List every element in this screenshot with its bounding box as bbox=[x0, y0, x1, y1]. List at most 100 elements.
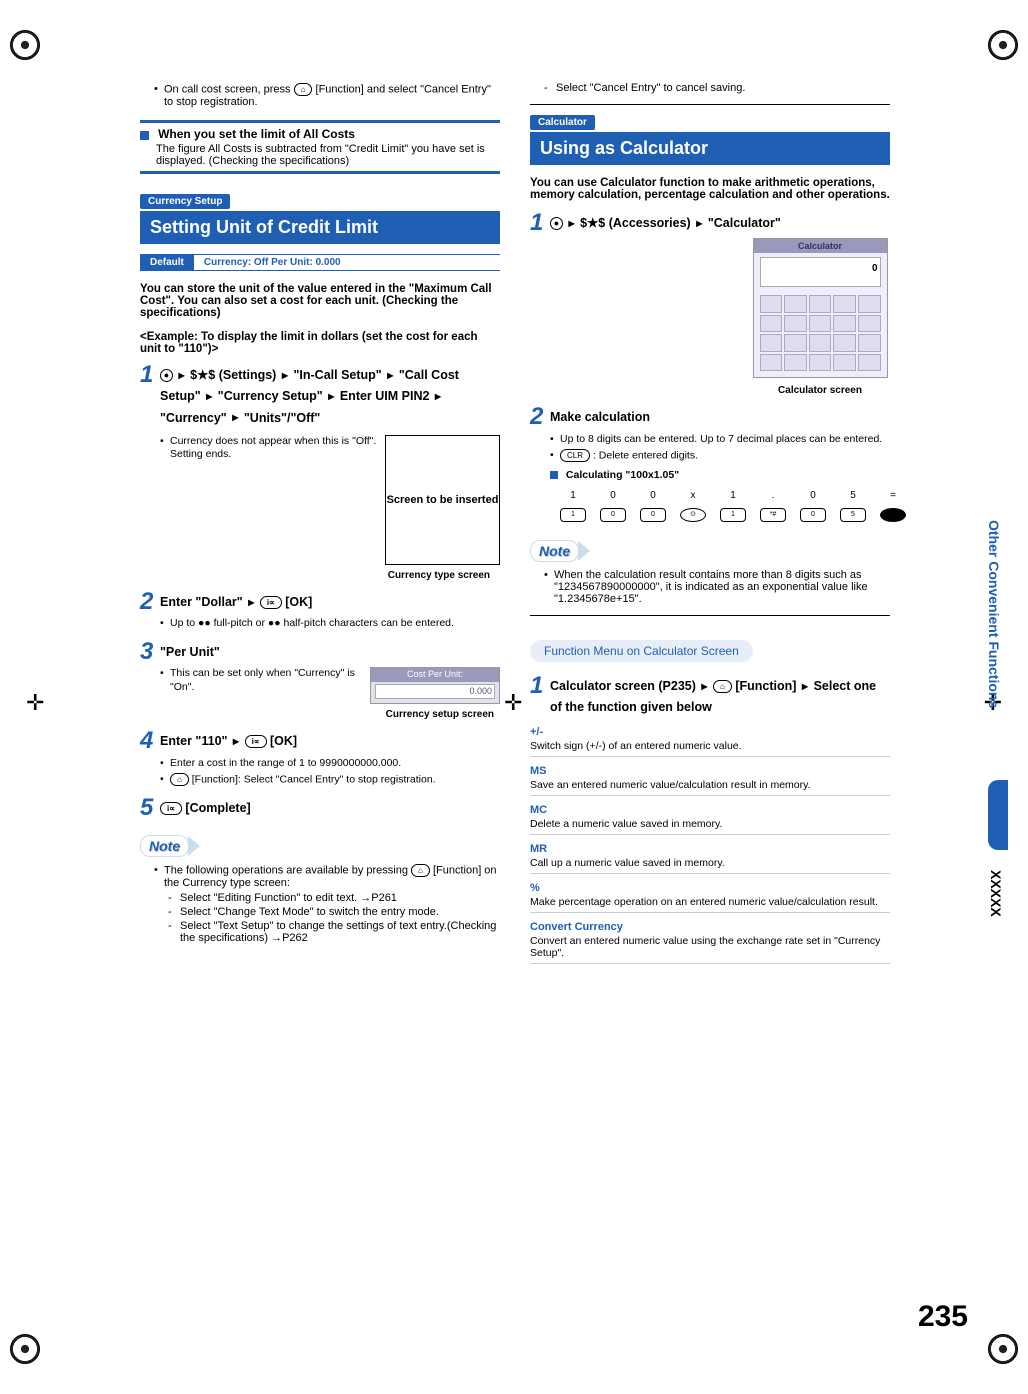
side-chapter-label: Other Convenient Functions bbox=[986, 520, 1002, 708]
step-body: Enter "Dollar" i∝ [OK] • Up to ●● full-p… bbox=[160, 592, 500, 634]
step-number: 1 bbox=[530, 213, 550, 399]
function-key-icon: ⌂ bbox=[294, 83, 313, 96]
arrow-icon bbox=[433, 389, 443, 403]
key-label: 1 bbox=[560, 489, 586, 502]
complete-key-icon: i∝ bbox=[160, 802, 182, 815]
phone-key-icon: 5 bbox=[840, 508, 866, 522]
text: On call cost screen, press bbox=[164, 83, 294, 95]
calc-example-title-row: Calculating "100x1.05" bbox=[550, 469, 906, 483]
center-key-icon: ● bbox=[550, 217, 563, 230]
function-key-icon: ⌂ bbox=[411, 864, 430, 877]
step-number: 1 bbox=[140, 365, 160, 584]
text: The following operations are available b… bbox=[164, 864, 500, 889]
figure-caption: Currency setup screen bbox=[160, 706, 494, 723]
divider bbox=[530, 912, 890, 913]
divider bbox=[530, 756, 890, 757]
bullet-item: • Up to 8 digits can be entered. Up to 7… bbox=[550, 433, 906, 447]
step-body: i∝ [Complete] bbox=[160, 798, 500, 819]
cost-screenshot-value: 0.000 bbox=[375, 684, 495, 700]
ok-key-icon: i∝ bbox=[245, 735, 267, 748]
step-body: Calculator screen (P235) ⌂ [Function] Se… bbox=[550, 676, 890, 719]
cost-screenshot: Cost Per Unit: 0.000 bbox=[370, 667, 500, 704]
intro-text: You can use Calculator function to make … bbox=[530, 177, 890, 201]
key-label: . bbox=[760, 489, 786, 502]
step-number: 4 bbox=[140, 731, 160, 790]
bullet-dot: • bbox=[160, 435, 170, 462]
step-sub: Cost Per Unit: 0.000 • This can be set o… bbox=[160, 667, 500, 704]
step-3: 3 "Per Unit" Cost Per Unit: 0.000 • This… bbox=[140, 642, 500, 724]
text: Select "Cancel Entry" to cancel saving. bbox=[556, 82, 745, 94]
function-key-icon: ⌂ bbox=[170, 773, 189, 786]
dash-icon: - bbox=[168, 906, 180, 918]
bullet-item: • The following operations are available… bbox=[154, 864, 500, 889]
calc-screenshot-keys bbox=[760, 295, 881, 371]
text: Enter a cost in the range of 1 to 999000… bbox=[170, 757, 401, 771]
phone-key-icon: 0 bbox=[800, 508, 826, 522]
step-body: ● $★$ (Settings) "In-Call Setup" "Call C… bbox=[160, 365, 500, 584]
step-body: Make calculation • Up to 8 digits can be… bbox=[550, 407, 906, 523]
phone-key-icon: 0 bbox=[640, 508, 666, 522]
text: The following operations are available b… bbox=[164, 865, 411, 877]
default-value: Currency: Off Per Unit: 0.000 bbox=[194, 255, 351, 270]
divider bbox=[530, 795, 890, 796]
figure-caption: Calculator screen bbox=[750, 382, 890, 399]
step-4: 4 Enter "110" i∝ [OK] • Enter a cost in … bbox=[140, 731, 500, 790]
right-column: - Select "Cancel Entry" to cancel saving… bbox=[530, 80, 890, 968]
text: Calculator screen (P235) bbox=[550, 679, 699, 693]
bullet-dot: • bbox=[160, 617, 170, 631]
section-header: Using as Calculator bbox=[530, 132, 890, 165]
phone-key-icon: *# bbox=[760, 508, 786, 522]
step-sub: • Up to 8 digits can be entered. Up to 7… bbox=[550, 433, 906, 522]
bullet-dot: • bbox=[160, 757, 170, 771]
bullet-dot: • bbox=[160, 667, 170, 694]
info-body: The figure All Costs is subtracted from … bbox=[156, 143, 500, 167]
calc-screenshot-display: 0 bbox=[760, 257, 881, 287]
calc-figure: Calculator 0 Calculator screen bbox=[750, 238, 890, 399]
key-label: = bbox=[880, 489, 906, 502]
text: Enter UIM PIN2 bbox=[340, 389, 433, 403]
text: "Per Unit" bbox=[160, 645, 220, 659]
reg-mark bbox=[988, 1334, 1018, 1364]
section-tag: Calculator bbox=[530, 115, 595, 130]
text: [Function]: Select "Cancel Entry" to sto… bbox=[192, 773, 436, 785]
square-icon bbox=[550, 471, 558, 479]
dash-icon: - bbox=[544, 82, 556, 94]
text: [Complete] bbox=[185, 801, 250, 815]
calc-screenshot-title: Calculator bbox=[754, 239, 887, 253]
sub-bullet-item: -Select "Editing Function" to edit text.… bbox=[168, 892, 500, 904]
divider bbox=[530, 834, 890, 835]
reg-mark bbox=[988, 30, 1018, 60]
info-bar bbox=[140, 120, 500, 123]
function-menu-heading: Function Menu on Calculator Screen bbox=[530, 640, 753, 662]
bullet-dot: • bbox=[154, 864, 164, 889]
text: When the calculation result contains mor… bbox=[554, 569, 890, 605]
fn-step-1: 1 Calculator screen (P235) ⌂ [Function] … bbox=[530, 676, 890, 719]
example-text: <Example: To display the limit in dollar… bbox=[140, 331, 500, 355]
fn-item-body: Make percentage operation on an entered … bbox=[530, 896, 890, 908]
square-icon bbox=[140, 131, 149, 140]
text: Select "Text Setup" to change the settin… bbox=[180, 920, 500, 944]
step-body: ● $★$ (Accessories) "Calculator" Calcula… bbox=[550, 213, 890, 399]
text: $★$ (Settings) bbox=[190, 368, 280, 382]
bullet-dot: • bbox=[160, 773, 170, 787]
text: [OK] bbox=[270, 734, 297, 748]
dash-icon: - bbox=[168, 892, 180, 904]
bullet-item: • On call cost screen, press ⌂ [Function… bbox=[154, 83, 500, 108]
content-columns: • On call cost screen, press ⌂ [Function… bbox=[140, 80, 928, 968]
calc-step-2: 2 Make calculation • Up to 8 digits can … bbox=[530, 407, 890, 523]
arrow-icon bbox=[176, 368, 186, 382]
bullet-item: • When the calculation result contains m… bbox=[544, 569, 890, 605]
text: "Units"/"Off" bbox=[244, 411, 320, 425]
section-tag: Currency Setup bbox=[140, 194, 230, 209]
arrow-icon bbox=[204, 389, 214, 403]
phone-key-icon: 0 bbox=[600, 508, 626, 522]
fn-item-title: MR bbox=[530, 843, 890, 855]
arrow-icon bbox=[230, 411, 240, 425]
arrow-icon bbox=[694, 216, 704, 230]
step-sub: • Enter a cost in the range of 1 to 9990… bbox=[160, 757, 500, 788]
key-label: 0 bbox=[640, 489, 666, 502]
sub-bullet-item: - Select "Cancel Entry" to cancel saving… bbox=[544, 82, 890, 94]
text: "Currency" bbox=[160, 411, 227, 425]
fn-item: %Make percentage operation on an entered… bbox=[530, 882, 890, 908]
left-column: • On call cost screen, press ⌂ [Function… bbox=[140, 80, 500, 968]
